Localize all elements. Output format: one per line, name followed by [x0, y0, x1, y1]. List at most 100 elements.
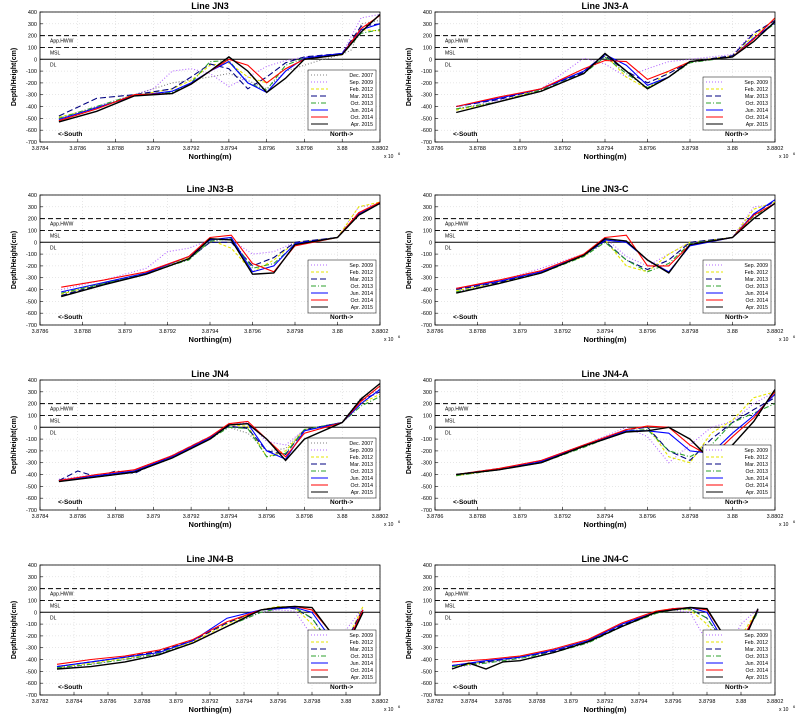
- x-multiplier: x 10: [384, 337, 394, 343]
- x-tick-label: 3.8798: [682, 514, 699, 520]
- x-tick-label: 3.8788: [107, 146, 124, 152]
- x-tick-label: 3.879: [118, 329, 132, 335]
- chart-title: Line JN3-C: [581, 184, 629, 194]
- south-annotation: <-South: [453, 131, 477, 138]
- x-tick-label: 3.8798: [287, 329, 304, 335]
- x-exponent: 6: [398, 334, 401, 339]
- x-tick-label: 3.8782: [32, 699, 49, 705]
- x-tick-label: 3.879: [564, 699, 578, 705]
- legend-label: Jun. 2014: [350, 476, 373, 482]
- x-tick-label: 3.8788: [134, 699, 151, 705]
- series-line: [456, 393, 775, 476]
- series-line: [451, 608, 759, 668]
- x-multiplier: x 10: [384, 154, 394, 160]
- legend-label: Sep. 2009: [744, 633, 768, 639]
- y-tick-label: 200: [28, 34, 37, 40]
- legend-label: Oct. 2013: [351, 654, 374, 660]
- y-tick-label: 300: [28, 390, 37, 396]
- x-tick-label: 3.8792: [183, 514, 200, 520]
- x-tick-label: 3.8786: [427, 329, 444, 335]
- y-tick-label: -500: [421, 116, 432, 122]
- y-axis-label: Depth/Height(cm): [406, 48, 413, 106]
- legend-label: Feb. 2012: [350, 455, 373, 461]
- y-tick-label: -700: [26, 323, 37, 329]
- x-tick-label: 3.8796: [244, 329, 261, 335]
- y-tick-label: 100: [423, 598, 432, 604]
- x-tick-label: 3.8796: [258, 146, 275, 152]
- legend-label: Sep. 2009: [744, 80, 768, 86]
- x-tick-label: 3.8786: [427, 146, 444, 152]
- south-annotation: <-South: [453, 499, 477, 506]
- y-tick-label: 300: [423, 390, 432, 396]
- reference-line-label: DL: [50, 430, 57, 436]
- reference-line-label: DL: [445, 245, 452, 251]
- chart-panel: App.HWW MSL DL 400 300 200 100 0 -100 -200 -300 -40…: [11, 554, 401, 714]
- chart-panel: App.HWW MSL DL 400 300 200 100 0 -100 -200 -300 -40…: [11, 1, 401, 161]
- x-tick-label: 3.88: [341, 699, 352, 705]
- axes-box: [39, 379, 381, 511]
- y-tick-label: 100: [423, 413, 432, 419]
- y-tick-label: 0: [34, 57, 37, 63]
- x-tick-label: 3.8782: [427, 699, 444, 705]
- legend-label: Oct. 2013: [746, 469, 769, 475]
- x-tick-label: 3.879: [146, 146, 160, 152]
- y-tick-label: 100: [28, 598, 37, 604]
- south-annotation: <-South: [453, 684, 477, 691]
- y-tick-label: -500: [26, 484, 37, 490]
- reference-line-label: App.HWW: [50, 592, 74, 598]
- x-tick-label: 3.879: [513, 329, 527, 335]
- legend-label: Apr. 2015: [746, 122, 768, 128]
- series-group: [61, 201, 380, 298]
- legend-box: [307, 629, 377, 684]
- legend-label: Oct. 2013: [746, 101, 769, 107]
- reference-line-label: DL: [445, 62, 452, 68]
- legend-label: Feb. 2012: [350, 640, 373, 646]
- axes-box: [39, 11, 381, 143]
- y-tick-label: -300: [26, 461, 37, 467]
- series-line: [456, 391, 775, 476]
- y-tick-label: 200: [423, 402, 432, 408]
- x-tick-label: 3.88: [736, 699, 747, 705]
- y-tick-label: -200: [26, 81, 37, 87]
- x-tick-label: 3.8792: [597, 699, 614, 705]
- x-tick-label: 3.8786: [100, 699, 117, 705]
- y-tick-label: -500: [26, 116, 37, 122]
- series-line: [456, 403, 775, 477]
- chart-title: Line JN4-A: [581, 369, 629, 379]
- y-tick-label: -200: [421, 81, 432, 87]
- reference-line-label: App.HWW: [445, 407, 469, 413]
- legend-label: Feb. 2012: [745, 455, 768, 461]
- reference-line-label: App.HWW: [445, 222, 469, 228]
- y-tick-label: -700: [421, 693, 432, 699]
- y-tick-label: -100: [26, 622, 37, 628]
- y-tick-label: 400: [423, 10, 432, 16]
- x-axis-label: Northing(m): [584, 705, 627, 714]
- x-tick-label: 3.8792: [554, 329, 571, 335]
- chart-panel: App.HWW MSL DL 400 300 200 100 0 -100 -200 -300 -40…: [406, 554, 796, 714]
- north-annotation: North->: [725, 684, 748, 691]
- chart-panel: App.HWW MSL DL 400 300 200 100 0 -100 -200 -300 -40…: [11, 184, 401, 344]
- series-line: [456, 20, 775, 114]
- legend-label: Jun. 2014: [745, 476, 768, 482]
- y-tick-label: 100: [423, 45, 432, 51]
- legend-label: Sep. 2009: [744, 263, 768, 269]
- legend-label: Oct. 2013: [351, 469, 374, 475]
- x-tick-label: 3.8794: [597, 514, 614, 520]
- legend-box: [307, 437, 377, 499]
- legend-label: Feb. 2012: [350, 87, 373, 93]
- x-tick-label: 3.8784: [461, 699, 478, 705]
- y-tick-label: -700: [26, 508, 37, 514]
- x-multiplier: x 10: [779, 337, 789, 343]
- x-tick-label: 3.8792: [554, 146, 571, 152]
- reference-line-label: App.HWW: [50, 222, 74, 228]
- y-tick-label: -200: [26, 634, 37, 640]
- x-tick-label: 3.8798: [304, 699, 321, 705]
- y-tick-label: -400: [26, 473, 37, 479]
- x-exponent: 6: [398, 704, 401, 709]
- y-tick-label: -500: [421, 484, 432, 490]
- x-tick-label: 3.8784: [32, 146, 49, 152]
- x-axis-label: Northing(m): [189, 520, 232, 529]
- x-tick-label: 3.88: [337, 146, 348, 152]
- legend-label: Sep. 2009: [349, 633, 373, 639]
- legend-label: Mar. 2013: [745, 462, 768, 468]
